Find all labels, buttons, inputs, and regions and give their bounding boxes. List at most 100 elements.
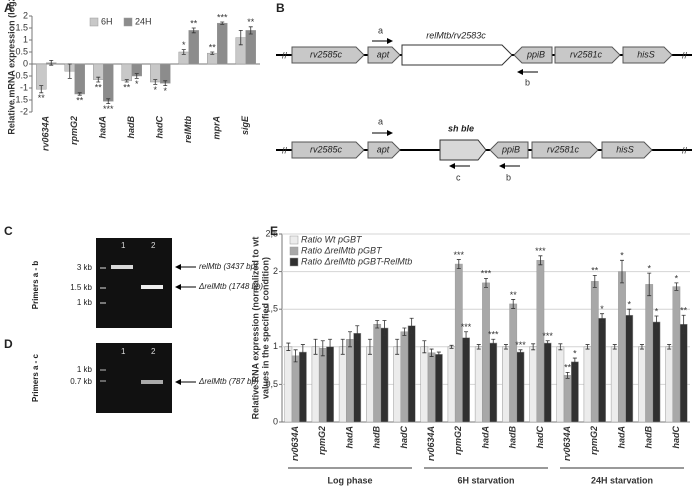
ladder-band [100,369,106,371]
error-bar [422,340,427,354]
gene-label: relMtb/rv2583c [426,30,486,40]
significance: ** [591,266,599,276]
gene-label: rv2585c [310,49,343,59]
ladder-label: 3 kb [77,263,93,272]
primer-label: Primers a - b [31,261,40,310]
y-tick-label: 2,5 [265,228,278,238]
x-tick-label: rpmG2 [317,426,327,455]
bar [462,337,470,423]
lane-label: 2 [151,347,156,356]
ladder-label: 1 kb [77,298,93,307]
bar [598,317,606,423]
legend-label: Ratio ΔrelMtb pGBT [301,245,383,255]
gene-label: rv2581c [547,144,580,154]
x-tick-label: hadB [126,115,136,138]
legend-label: 24H [135,16,152,26]
bar [103,63,114,102]
bar [380,327,389,423]
significance: ** [247,17,255,27]
gene [291,46,365,64]
error-bar [293,349,298,363]
error-bar [375,320,380,329]
error-bar [627,308,632,322]
bar [679,323,688,423]
significance: * [163,86,167,96]
significance: * [675,273,679,283]
x-tick-label: hadB [508,425,518,448]
gene-label: ppiB [526,49,545,59]
error-bar [429,348,434,357]
significance: * [182,40,186,50]
significance: ** [123,82,131,92]
gene [291,141,365,159]
error-bar [449,344,454,349]
error-bar [134,73,139,79]
significance: *** [535,246,546,256]
y-tick-label: 0,5 [265,379,278,389]
bar [454,263,463,423]
primer-label: b [525,77,530,87]
gene-label: rv2585c [310,144,343,154]
significance: *** [542,331,553,341]
bar [311,346,320,423]
primer-label: a [378,25,383,35]
error-bar [600,313,605,324]
bar [638,346,646,423]
band-label: ΔrelMtb (787 bp) [198,377,259,386]
significance: *** [481,269,492,279]
gene [554,46,621,64]
ladder-band [100,380,106,382]
bar [393,346,402,423]
ladder-band [100,287,106,289]
error-bar [355,325,360,342]
error-bar [220,21,225,25]
bar [326,346,334,423]
error-bar [313,338,318,355]
y-tick-label: 0 [273,416,278,426]
error-bar [511,299,516,309]
bar [346,339,354,423]
primer-label: a [378,116,383,126]
error-bar [612,344,617,350]
error-bar [340,338,345,355]
panel-label: E [270,224,278,238]
error-bar [181,49,186,55]
error-bar [124,79,129,83]
bar [570,361,579,423]
error-bar [647,272,652,297]
gene [439,139,487,161]
bar [665,346,674,423]
bar [610,346,619,423]
error-bar [163,80,168,86]
error-bar [518,349,523,355]
x-tick-label: hadA [480,426,490,449]
error-bar [558,343,563,351]
significance: ** [190,18,198,28]
bar [563,375,572,423]
lane-label: 1 [121,241,126,250]
bar [298,351,307,423]
error-bar [77,92,82,96]
bar [366,346,374,423]
significance: * [627,300,631,310]
gene-map: // // rv2585c apt relMtb/rv2583c ppiB rv… [276,25,692,182]
bar [516,351,525,423]
bar [121,63,133,82]
error-bar [531,343,536,351]
significance: *** [515,340,526,350]
significance: ** [564,363,572,373]
error-bar [409,317,414,334]
error-bar [191,27,196,34]
legend-label: Ratio ΔrelMtb pGBT-RelMtb [301,256,412,266]
gene [367,141,401,159]
bar [160,63,171,84]
significance: *** [461,322,472,332]
gene-label: hisS [637,49,655,59]
error-bar [464,331,469,345]
gene-label: apt [377,49,390,59]
x-tick-label: relMtb [183,115,193,143]
x-tick-label: mprA [212,116,222,140]
panel-label: A [4,1,13,15]
y-axis-label: Relative RNA expression (normalized to w… [250,237,260,420]
